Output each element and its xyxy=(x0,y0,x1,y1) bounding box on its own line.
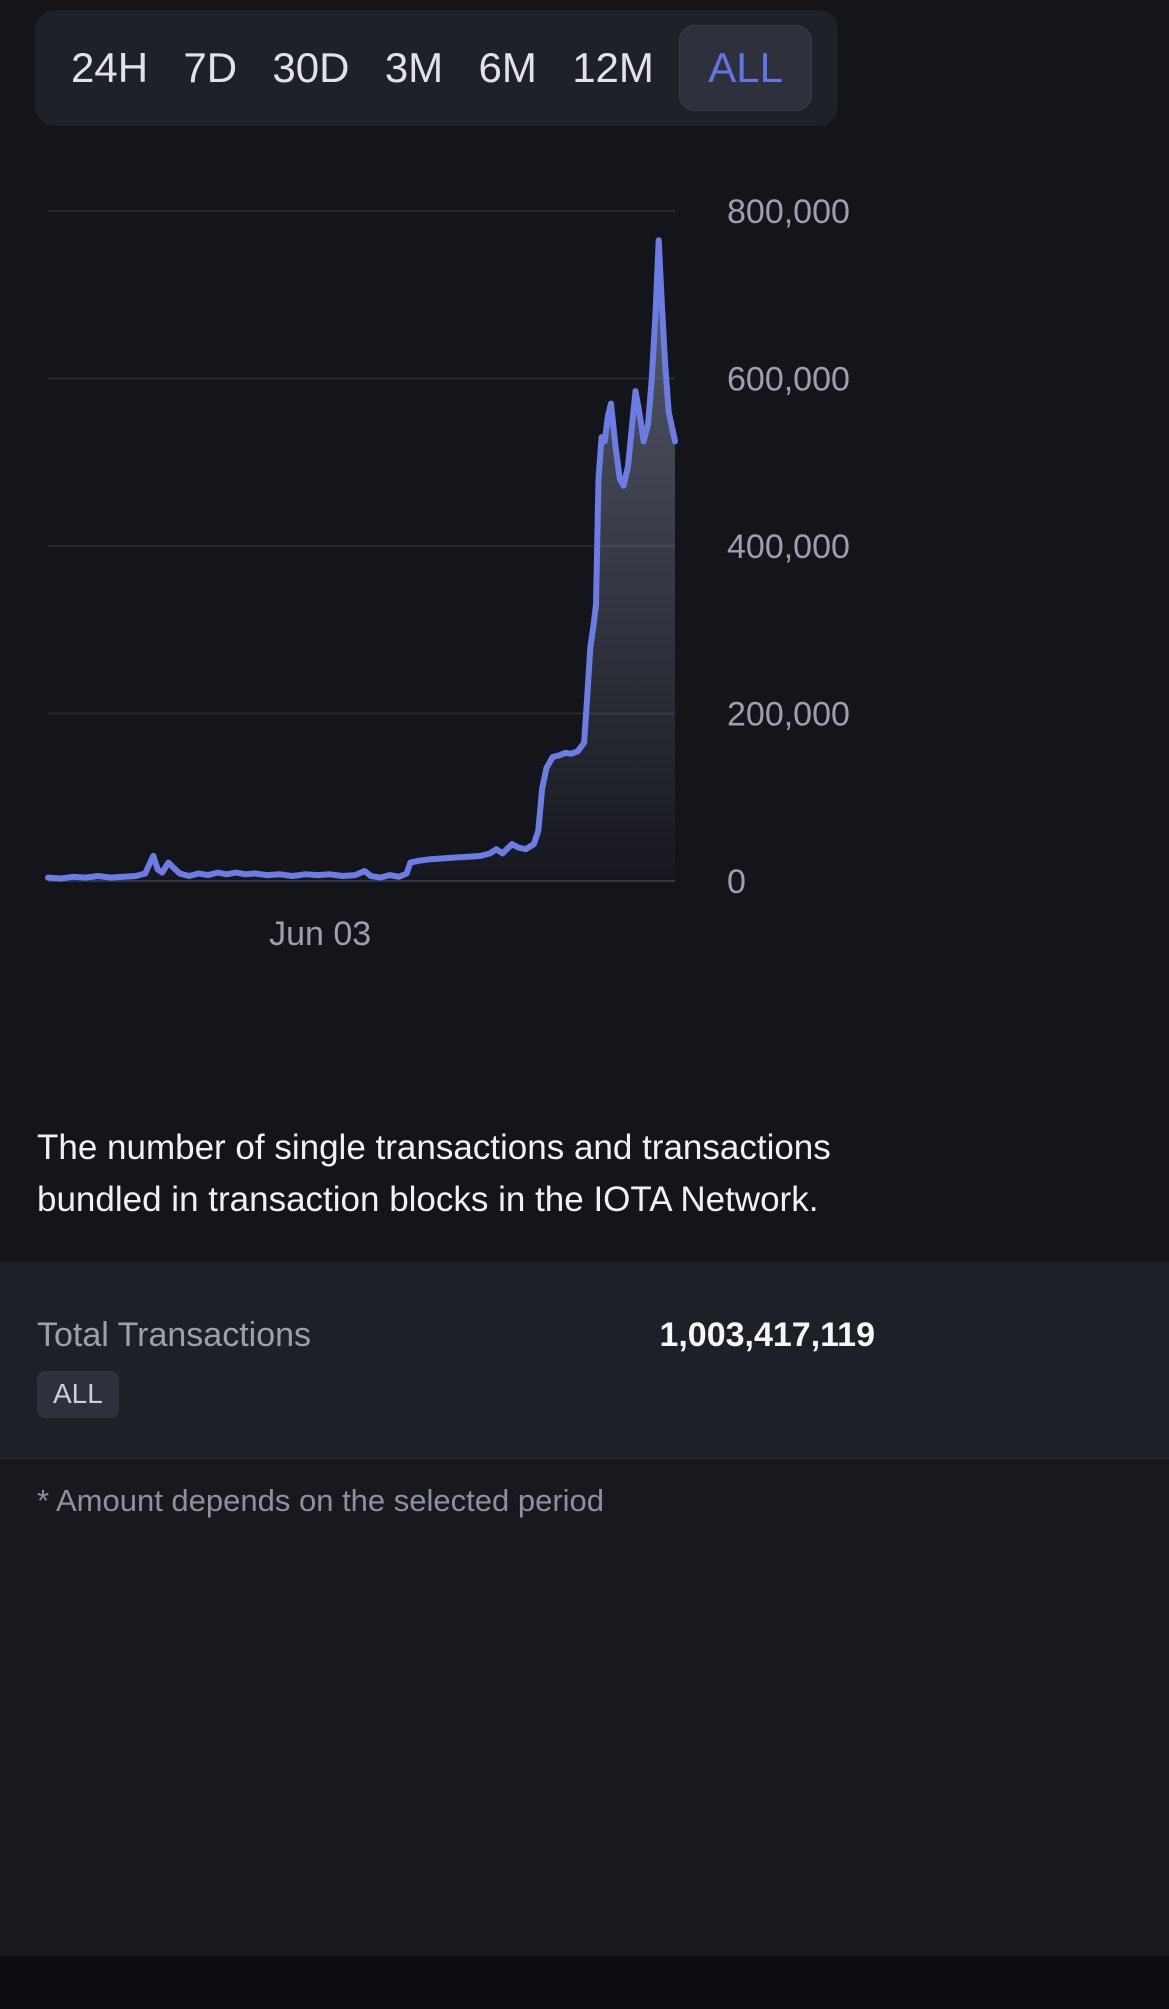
footnote-section: * Amount depends on the selected period xyxy=(0,1458,1169,1956)
footnote-text: * Amount depends on the selected period xyxy=(37,1483,605,1518)
chart-description-line: The number of single transactions and tr… xyxy=(37,1128,831,1167)
time-range-tabs: 24H 7D 30D 3M 6M 12M ALL xyxy=(35,10,838,126)
total-transactions-label: Total Transactions xyxy=(37,1316,312,1354)
transactions-chart[interactable]: 0 200,000 400,000 600,000 800,000 Jun 03 xyxy=(0,120,1169,1000)
chart-area-fill xyxy=(48,240,675,882)
selected-period-badge: ALL xyxy=(37,1371,119,1418)
tab-all[interactable]: ALL xyxy=(679,25,812,111)
tab-12m[interactable]: 12M xyxy=(562,29,664,107)
chart-svg[interactable]: 0 200,000 400,000 600,000 800,000 Jun 03 xyxy=(0,120,1169,1000)
tab-24h[interactable]: 24H xyxy=(61,29,158,107)
bottom-section-divider xyxy=(0,1956,1169,2009)
tab-3m[interactable]: 3M xyxy=(375,29,453,107)
tab-30d[interactable]: 30D xyxy=(262,29,359,107)
y-axis-label: 800,000 xyxy=(727,193,850,231)
total-transactions-section: Total Transactions 1,003,417,119 ALL xyxy=(0,1262,1169,1458)
chart-description-line: bundled in transaction blocks in the IOT… xyxy=(37,1180,819,1219)
x-axis-label: Jun 03 xyxy=(269,915,371,953)
total-transactions-row: Total Transactions 1,003,417,119 xyxy=(0,1262,1169,1355)
chart-description: The number of single transactions and tr… xyxy=(37,1122,1137,1226)
chart-line xyxy=(45,237,678,882)
y-axis-label: 200,000 xyxy=(727,696,850,734)
y-axis-label: 400,000 xyxy=(727,528,850,566)
total-transactions-value: 1,003,417,119 xyxy=(659,1316,875,1354)
y-axis-label: 0 xyxy=(727,863,746,901)
tab-6m[interactable]: 6M xyxy=(469,29,547,107)
y-axis-label: 600,000 xyxy=(727,361,850,399)
tab-7d[interactable]: 7D xyxy=(173,29,247,107)
